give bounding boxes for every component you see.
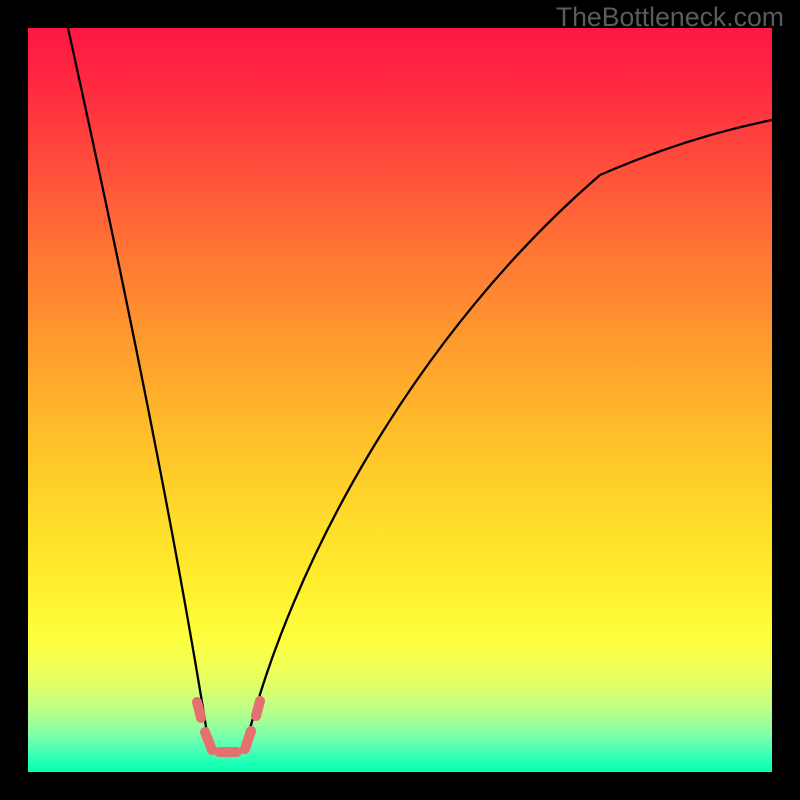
watermark-text: TheBottleneck.com: [556, 2, 784, 33]
trough-marker: [197, 702, 201, 718]
trough-marker: [256, 701, 260, 716]
trough-marker: [245, 731, 251, 749]
trough-marker: [205, 732, 212, 750]
gradient-background: [28, 28, 772, 772]
bottleneck-chart: [0, 0, 800, 800]
